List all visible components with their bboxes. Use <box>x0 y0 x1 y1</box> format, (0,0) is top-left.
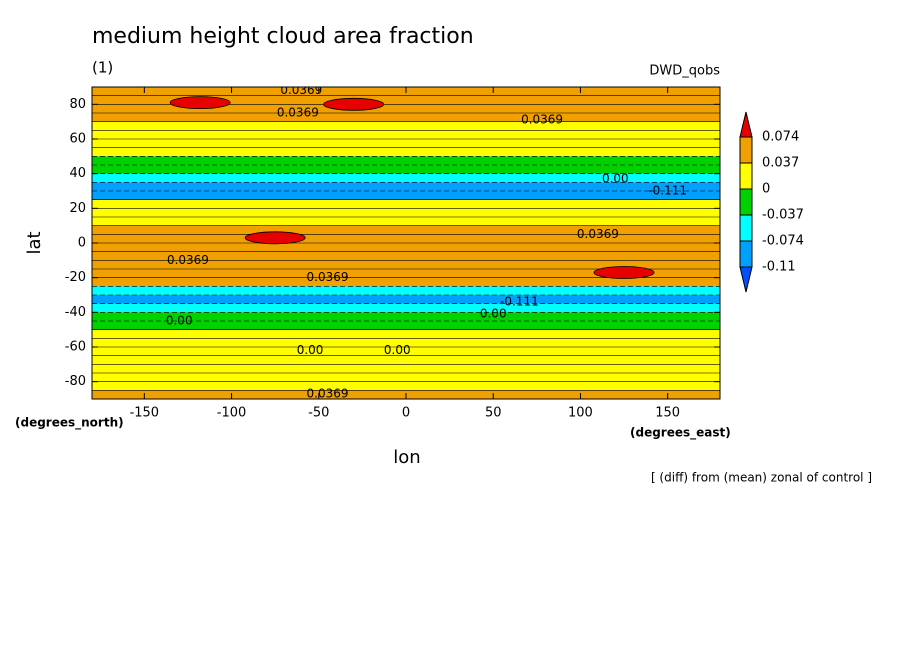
colorbar-label: -0.074 <box>762 234 804 249</box>
zonal-band <box>92 156 720 166</box>
colorbar-label: -0.11 <box>762 260 796 275</box>
contour-label: 0.0369 <box>307 270 349 284</box>
x-tick-label: 50 <box>485 406 502 421</box>
contour-label: 0.00 <box>297 343 324 357</box>
colorbar-box <box>739 188 753 216</box>
x-tick-label: -50 <box>308 406 329 421</box>
colorbar-label: 0.074 <box>762 130 799 145</box>
colorbar-box <box>739 214 753 242</box>
zonal-band <box>92 104 720 114</box>
colorbar-box <box>739 136 753 164</box>
zonal-band <box>92 347 720 357</box>
y-tick-label: 20 <box>69 201 86 216</box>
zonal-band <box>92 217 720 227</box>
extreme-blob <box>169 96 231 109</box>
zonal-band <box>92 381 720 391</box>
x-units: (degrees_east) <box>630 426 731 441</box>
contour-label: -0.111 <box>648 184 687 198</box>
contour-label: -0.111 <box>500 294 539 308</box>
contour-label: 0.0369 <box>167 253 209 267</box>
zonal-band <box>92 182 720 192</box>
extreme-blob <box>323 97 385 111</box>
subtitle: (1) <box>92 59 113 77</box>
x-tick-label: -150 <box>130 406 160 421</box>
x-tick-label: 100 <box>568 406 593 421</box>
zonal-band <box>92 208 720 218</box>
zonal-band <box>92 355 720 365</box>
zonal-band <box>92 277 720 287</box>
y-tick-label: -60 <box>65 340 86 355</box>
y-tick-label: 40 <box>69 166 86 181</box>
zonal-band <box>92 234 720 244</box>
contour-label: 0.00 <box>602 171 629 185</box>
note: [ (diff) from (mean) zonal of control ] <box>651 471 872 485</box>
zonal-band <box>92 113 720 123</box>
extreme-blob <box>244 231 306 245</box>
zonal-band <box>92 243 720 253</box>
contour-label: 0.00 <box>166 314 193 328</box>
y-tick-label: -80 <box>65 374 86 389</box>
contour-label: 0.0369 <box>277 106 319 120</box>
zonal-band <box>92 121 720 131</box>
zonal-band <box>92 130 720 140</box>
zonal-band <box>92 373 720 383</box>
zonal-band <box>92 338 720 348</box>
contour-label: 0.0369 <box>307 386 349 400</box>
extreme-blob <box>593 266 655 279</box>
colorbar-top <box>739 111 753 138</box>
y-tick-label: 0 <box>78 236 86 251</box>
colorbar-label: 0.037 <box>762 156 799 171</box>
colorbar-box <box>739 240 753 268</box>
contour-label: 0.0369 <box>521 112 563 126</box>
x-tick-label: -100 <box>217 406 247 421</box>
zonal-band <box>92 251 720 261</box>
x-tick-label: 150 <box>655 406 680 421</box>
zonal-band <box>92 286 720 296</box>
colorbar-box <box>739 162 753 190</box>
zonal-band <box>92 312 720 322</box>
zonal-band <box>92 95 720 105</box>
contour-label: 0.00 <box>384 343 411 357</box>
chart-title: medium height cloud area fraction <box>92 24 474 49</box>
zonal-band <box>92 199 720 209</box>
colorbar-bottom <box>739 266 753 293</box>
contour-label: 0.0369 <box>280 83 322 97</box>
y-tick-label: 80 <box>69 97 86 112</box>
zonal-band <box>92 303 720 313</box>
zonal-band <box>92 147 720 157</box>
zonal-band <box>92 139 720 149</box>
zonal-band <box>92 225 720 235</box>
colorbar-label: -0.037 <box>762 208 804 223</box>
y-tick-label: -40 <box>65 305 86 320</box>
y-tick-label: 60 <box>69 132 86 147</box>
y-units: (degrees_north) <box>15 416 124 431</box>
x-axis-label: lon <box>393 447 420 468</box>
zonal-band <box>92 269 720 279</box>
model-label: DWD_qobs <box>649 64 720 79</box>
colorbar-label: 0 <box>762 182 770 197</box>
y-axis-label: lat <box>24 231 45 254</box>
contour-label: 0.0369 <box>577 227 619 241</box>
zonal-band <box>92 191 720 201</box>
contour-label: 0.00 <box>480 307 507 321</box>
zonal-band <box>92 295 720 305</box>
x-tick-label: 0 <box>402 406 410 421</box>
zonal-band <box>92 364 720 374</box>
zonal-band <box>92 321 720 331</box>
y-tick-label: -20 <box>65 270 86 285</box>
zonal-band <box>92 260 720 270</box>
zonal-band <box>92 165 720 175</box>
zonal-band <box>92 173 720 183</box>
zonal-band <box>92 329 720 339</box>
